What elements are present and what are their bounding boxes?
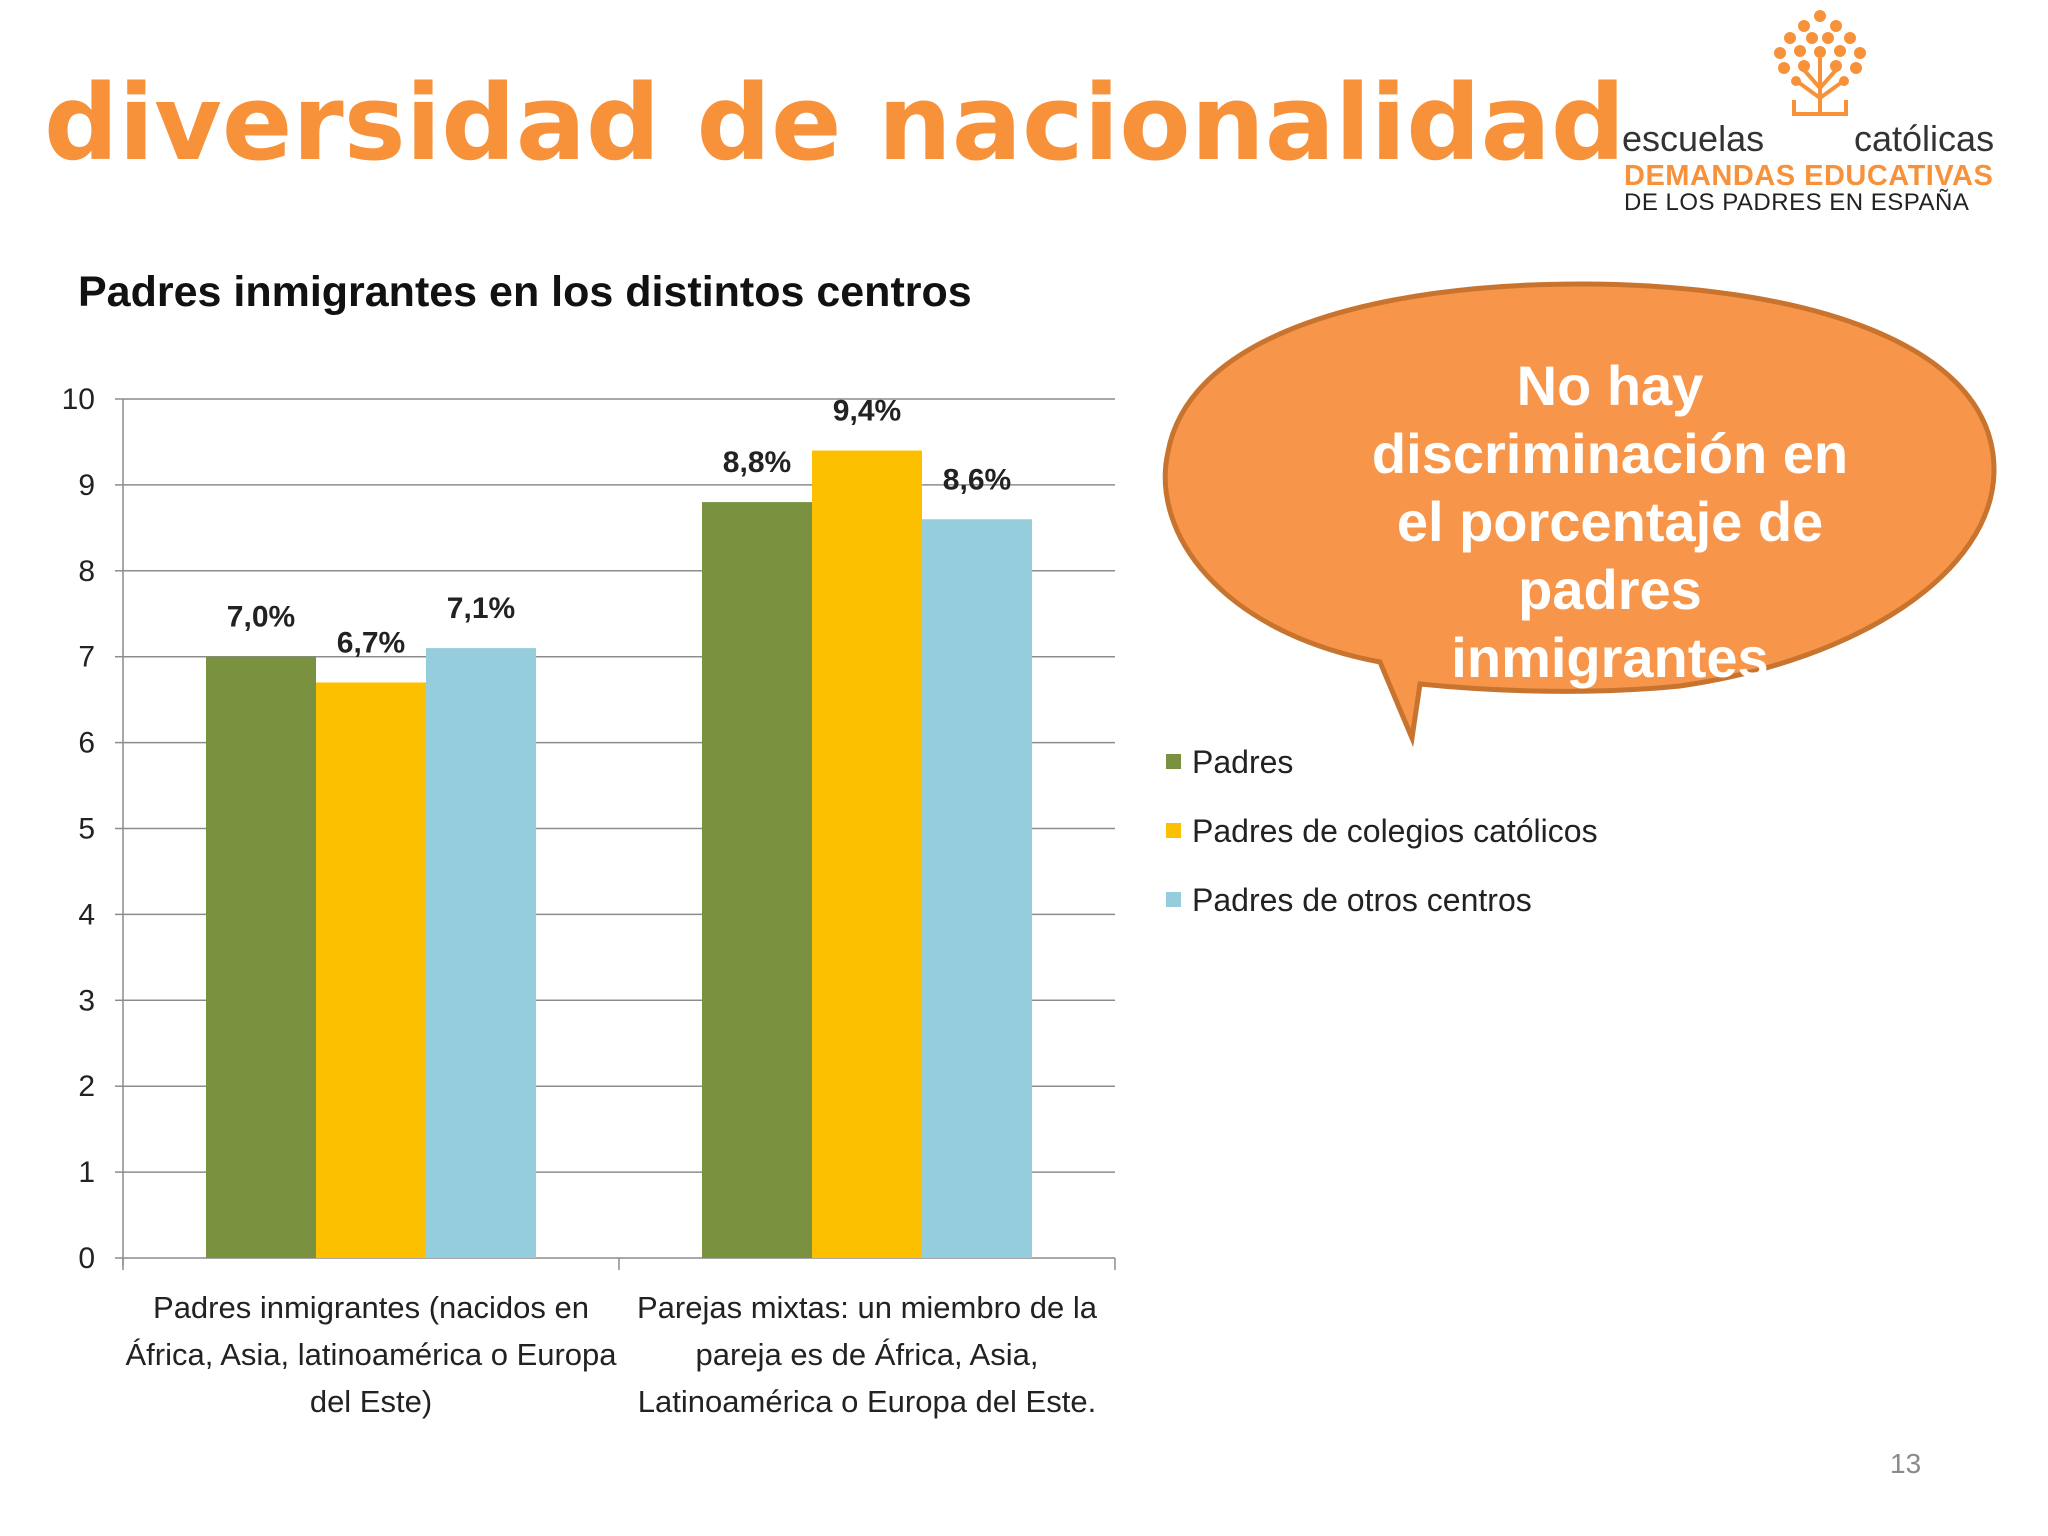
y-tick-label: 10 <box>62 383 95 416</box>
speech-bubble: No hay discriminación en el porcentaje d… <box>1160 272 2010 752</box>
y-tick-label: 8 <box>78 555 95 588</box>
logo: escuelas católicas DEMANDAS EDUCATIVAS D… <box>1610 8 2030 218</box>
y-tick-label: 6 <box>78 727 95 760</box>
legend-label: Padres de colegios católicos <box>1192 813 1598 849</box>
data-label: 6,7% <box>337 626 405 659</box>
x-category-label: Latinoamérica o Europa del Este. <box>638 1384 1096 1419</box>
bar <box>922 519 1032 1258</box>
data-label: 7,1% <box>447 592 515 625</box>
x-category-label: del Este) <box>310 1384 432 1419</box>
bar <box>316 682 426 1258</box>
y-tick-label: 7 <box>78 641 95 674</box>
tree-of-dots-icon <box>1774 10 1866 116</box>
bar <box>812 450 922 1258</box>
speech-bubble-shape <box>1162 281 1997 748</box>
y-tick-label: 2 <box>78 1070 95 1103</box>
chart-title: Padres inmigrantes en los distintos cent… <box>78 268 972 316</box>
y-tick-label: 3 <box>78 984 95 1017</box>
bar <box>206 656 316 1258</box>
y-tick-label: 0 <box>78 1242 95 1275</box>
y-tick-label: 5 <box>78 813 95 846</box>
data-label: 8,6% <box>943 463 1011 496</box>
y-tick-label: 9 <box>78 469 95 502</box>
slide-title: diversidad de nacionalidad <box>44 62 1626 184</box>
bar <box>426 648 536 1258</box>
callout-text: No hay discriminación en el porcentaje d… <box>1371 354 1849 689</box>
bar <box>702 502 812 1259</box>
legend-swatch-otros <box>1166 892 1181 907</box>
y-tick-label: 4 <box>78 898 95 931</box>
y-tick-label: 1 <box>78 1156 95 1189</box>
page-number: 13 <box>1890 1448 1922 1479</box>
logo-word-left: escuelas <box>1622 118 1765 159</box>
bar-chart: 0 1 2 3 4 5 6 7 8 9 10 7,0% 6,7% 7,1% Padres inmigrant… <box>62 383 1116 1419</box>
x-category-label: Parejas mixtas: un miembro de la <box>637 1290 1098 1325</box>
data-label: 8,8% <box>723 446 791 479</box>
data-label: 9,4% <box>833 395 901 428</box>
logo-word-right: católicas <box>1854 118 1995 159</box>
x-category-label: África, Asia, latinoamérica o Europa <box>125 1337 617 1372</box>
legend-swatch-catolicos <box>1166 823 1181 838</box>
legend-swatch-padres <box>1166 754 1181 769</box>
logo-tagline-1: DEMANDAS EDUCATIVAS <box>1624 160 1994 192</box>
x-category-label: Padres inmigrantes (nacidos en <box>153 1290 589 1325</box>
legend-label: Padres de otros centros <box>1192 882 1532 918</box>
x-category-label: pareja es de África, Asia, <box>696 1337 1039 1372</box>
data-label: 7,0% <box>227 601 295 634</box>
logo-tagline-2: DE LOS PADRES EN ESPAÑA <box>1624 189 1970 216</box>
legend-label: Padres <box>1192 744 1294 780</box>
